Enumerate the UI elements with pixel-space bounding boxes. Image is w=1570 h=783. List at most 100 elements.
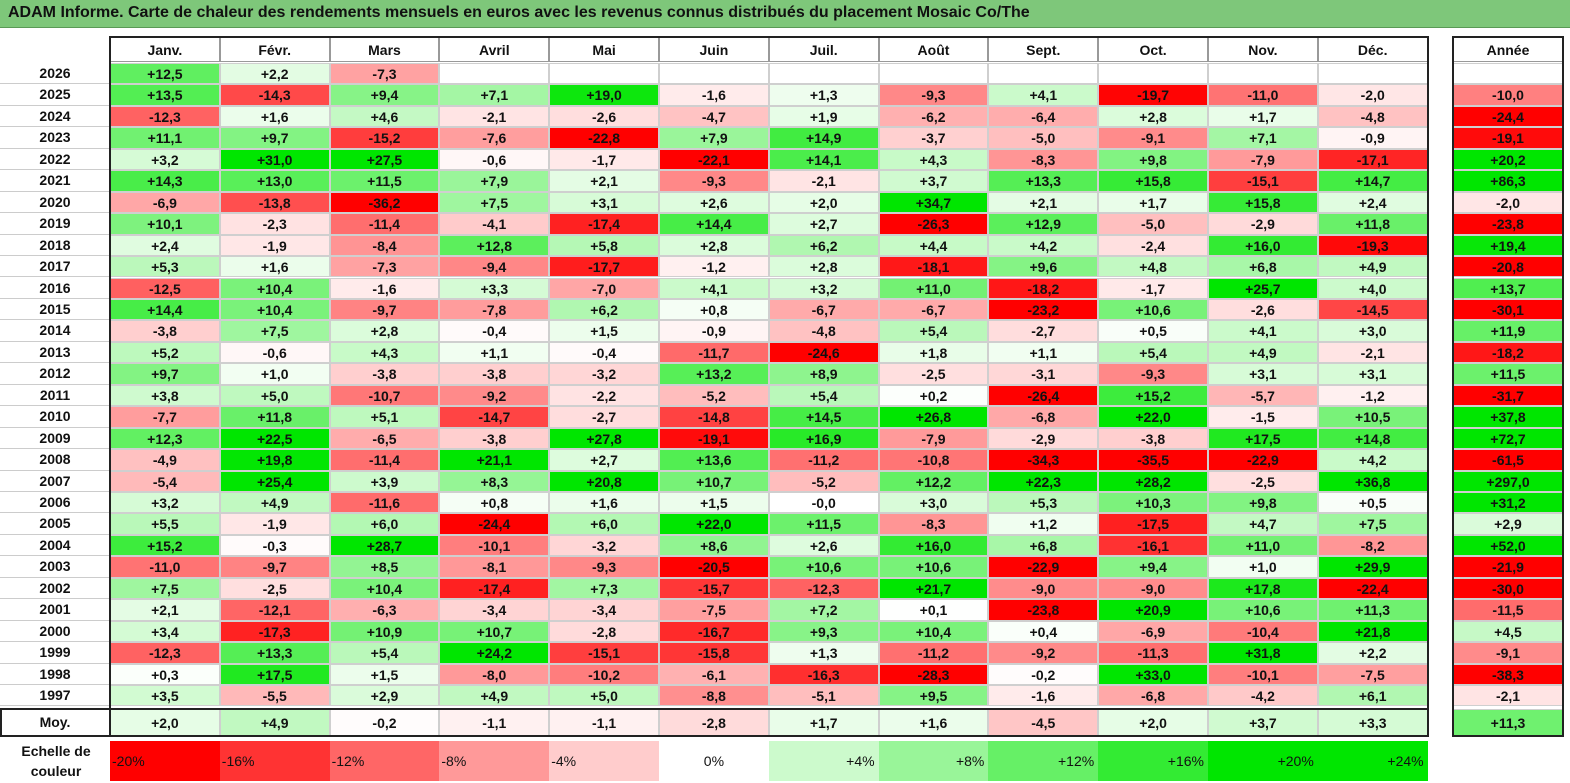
heatmap-cell: +5,0	[549, 685, 659, 707]
heatmap-cell: -7,8	[439, 298, 550, 321]
year-label: 2006	[0, 492, 110, 514]
heatmap-cell: -22,8	[549, 127, 659, 149]
annual-cell: -31,7	[1453, 384, 1563, 407]
annual-cell: +20,2	[1453, 148, 1563, 171]
heatmap-cell: -7,9	[878, 427, 989, 450]
annual-cell: +13,7	[1453, 277, 1563, 299]
annual-cell: -11,5	[1453, 599, 1563, 621]
heatmap-cell: +6,2	[549, 298, 659, 321]
heatmap-cell: +0,5	[1098, 320, 1208, 342]
heatmap-cell: +6,2	[768, 234, 879, 257]
heatmap-cell: +15,2	[1098, 384, 1208, 407]
heatmap-cell: -5,0	[1098, 213, 1208, 235]
heatmap-cell: -7,3	[329, 63, 440, 85]
heatmap-cell: -5,5	[219, 685, 330, 707]
heatmap-cell: +9,3	[768, 620, 879, 643]
heatmap-cell: -15,7	[659, 577, 769, 600]
heatmap-cell: +22,0	[1098, 406, 1208, 428]
heatmap-cell: -0,9	[659, 320, 769, 342]
heatmap-cell: -3,8	[439, 427, 550, 450]
heatmap-cell: -8,1	[439, 556, 550, 578]
heatmap-cell: +0,5	[1317, 492, 1428, 514]
heatmap-cell: -24,6	[768, 341, 879, 364]
heatmap-cell: -22,9	[988, 556, 1099, 578]
heatmap-cell: -16,3	[768, 663, 879, 686]
annual-cell: +52,0	[1453, 534, 1563, 557]
year-label: 2010	[0, 406, 110, 428]
year-label: 1997	[0, 685, 110, 707]
heatmap-cell: +10,6	[1098, 298, 1208, 321]
heatmap-cell: +14,9	[768, 127, 879, 149]
heatmap-cell: -20,5	[659, 556, 769, 578]
year-label: 2019	[0, 213, 110, 235]
heatmap-cell: +15,8	[1208, 191, 1318, 214]
color-scale-swatch: -12%	[329, 741, 440, 781]
heatmap-cell: +7,5	[1317, 513, 1428, 535]
year-label: 2004	[0, 534, 110, 557]
heatmap-cell: +20,8	[549, 470, 659, 492]
heatmap-cell	[439, 63, 550, 85]
heatmap-cell: -14,7	[439, 406, 550, 428]
annual-cell: -38,3	[1453, 663, 1563, 686]
heatmap-cell	[988, 63, 1099, 85]
heatmap-cell: +28,2	[1098, 470, 1208, 492]
year-label: 2016	[0, 277, 110, 299]
heatmap-cell: +3,5	[110, 685, 220, 707]
heatmap-cell: +3,9	[329, 470, 440, 492]
heatmap-cell: -7,6	[439, 127, 550, 149]
heatmap-cell: -2,9	[1208, 213, 1318, 235]
heatmap-cell: -1,9	[219, 513, 330, 535]
heatmap-cell: -10,1	[1208, 663, 1318, 686]
annual-cell: -10,0	[1453, 84, 1563, 106]
heatmap-cell: -2,0	[1317, 84, 1428, 106]
heatmap-cell: -26,4	[988, 384, 1099, 407]
heatmap-cell: -12,3	[768, 577, 879, 600]
heatmap-cell: +13,0	[219, 170, 330, 192]
average-cell: +3,3	[1317, 708, 1428, 736]
heatmap-cell: -8,3	[988, 148, 1099, 171]
heatmap-cell: -9,2	[439, 384, 550, 407]
heatmap-cell: +2,9	[329, 685, 440, 707]
heatmap-cell: +36,8	[1317, 470, 1428, 492]
heatmap-cell: +1,9	[768, 105, 879, 128]
heatmap-cell: -1,7	[549, 148, 659, 171]
year-label: 2002	[0, 577, 110, 600]
heatmap-cell: -6,7	[768, 298, 879, 321]
heatmap-cell: +11,5	[329, 170, 440, 192]
heatmap-cell: +14,8	[1317, 427, 1428, 450]
year-label: 2001	[0, 599, 110, 621]
heatmap-cell: +5,5	[110, 513, 220, 535]
heatmap-cell: -12,3	[110, 105, 220, 128]
heatmap-cell: +13,2	[659, 363, 769, 385]
heatmap-cell: +27,8	[549, 427, 659, 450]
heatmap-cell: +1,7	[1098, 191, 1208, 214]
month-header: Juil.	[768, 37, 879, 62]
heatmap-cell: +5,4	[329, 642, 440, 664]
color-scale-swatch: +20%	[1208, 741, 1318, 781]
heatmap-cell: -5,0	[988, 127, 1099, 149]
heatmap-cell: +1,7	[1208, 105, 1318, 128]
average-cell: +1,7	[768, 708, 879, 736]
heatmap-cell: +14,7	[1317, 170, 1428, 192]
heatmap-cell: -9,0	[1098, 577, 1208, 600]
heatmap-cell: +33,0	[1098, 663, 1208, 686]
heatmap-cell: +34,7	[878, 191, 989, 214]
annual-cell: -23,8	[1453, 213, 1563, 235]
heatmap-cell: -3,8	[329, 363, 440, 385]
heatmap-cell: -14,8	[659, 406, 769, 428]
heatmap-cell: -4,7	[659, 105, 769, 128]
month-header: Sept.	[988, 37, 1099, 62]
heatmap-cell: +4,4	[878, 234, 989, 257]
heatmap-cell: +20,9	[1098, 599, 1208, 621]
annual-cell: -19,1	[1453, 127, 1563, 149]
color-scale-swatch: +12%	[988, 741, 1099, 781]
heatmap-cell: +3,1	[1317, 363, 1428, 385]
heatmap-cell: +8,5	[329, 556, 440, 578]
heatmap-cell: -2,1	[439, 105, 550, 128]
heatmap-cell: -0,4	[439, 320, 550, 342]
heatmap-cell: -6,9	[1098, 620, 1208, 643]
heatmap-cell: -14,3	[219, 84, 330, 106]
heatmap-cell: -11,3	[1098, 642, 1208, 664]
heatmap-cell: +16,9	[768, 427, 879, 450]
heatmap-cell: +5,4	[1098, 341, 1208, 364]
